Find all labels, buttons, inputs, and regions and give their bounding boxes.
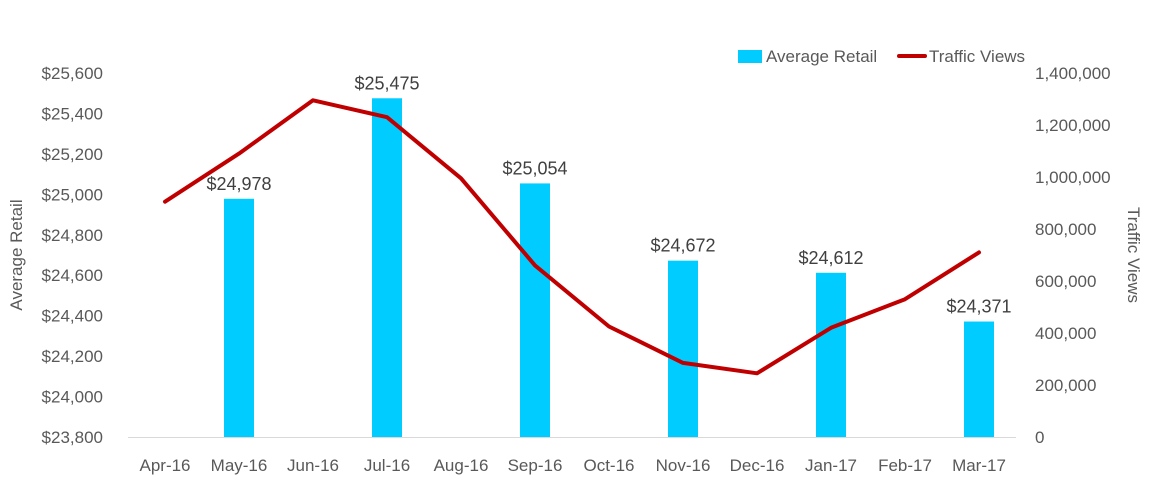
x-tick-label: May-16 <box>211 456 268 475</box>
x-tick-label: Feb-17 <box>878 456 932 475</box>
bar-jan-17 <box>816 272 846 437</box>
x-tick-label: Nov-16 <box>656 456 711 475</box>
y-tick-label: $25,000 <box>42 185 103 204</box>
x-tick-label: Sep-16 <box>508 456 563 475</box>
legend: Average Retail Traffic Views <box>738 47 1025 66</box>
y-tick-label: $24,400 <box>42 307 103 326</box>
x-tick-label: Apr-16 <box>139 456 190 475</box>
x-tick-label: Mar-17 <box>952 456 1006 475</box>
y2-tick-label: 200,000 <box>1035 376 1096 395</box>
legend-label-average-retail: Average Retail <box>766 47 877 66</box>
y-tick-label: $24,200 <box>42 347 103 366</box>
traffic-views-line <box>163 98 981 376</box>
bar-nov-16 <box>668 260 698 437</box>
bar-mar-17 <box>964 321 994 437</box>
x-tick-label: Jan-17 <box>805 456 857 475</box>
data-label-nov-16: $24,672 <box>650 236 715 256</box>
y2-tick-label: 0 <box>1035 428 1044 447</box>
y2-tick-label: 800,000 <box>1035 220 1096 239</box>
y-tick-label: $25,600 <box>42 64 103 83</box>
bar-jul-16 <box>372 98 402 438</box>
bar-sep-16 <box>520 183 550 437</box>
x-tick-label: Oct-16 <box>583 456 634 475</box>
y-tick-label: $24,600 <box>42 266 103 285</box>
y2-tick-label: 600,000 <box>1035 272 1096 291</box>
line-group <box>163 98 981 376</box>
y-tick-label: $23,800 <box>42 428 103 447</box>
x-axis-ticks: Apr-16 May-16 Jun-16 Jul-16 Aug-16 Sep-16 Oct-… <box>139 456 1005 475</box>
left-axis-ticks: $23,800 $24,000 $24,200 $24,400 $24,600 $24,8… <box>42 64 103 447</box>
y-tick-label: $25,200 <box>42 145 103 164</box>
data-label-mar-17: $24,371 <box>946 297 1011 317</box>
y-tick-label: $24,800 <box>42 226 103 245</box>
data-label-sep-16: $25,054 <box>502 158 567 178</box>
y-axis-title: Average Retail <box>7 199 26 310</box>
x-tick-label: Dec-16 <box>730 456 785 475</box>
bar-may-16 <box>224 198 254 437</box>
y2-tick-label: 1,200,000 <box>1035 116 1111 135</box>
right-axis-ticks: 0 200,000 400,000 600,000 800,000 1,000,000 1,… <box>1035 64 1111 447</box>
y2-tick-label: 1,400,000 <box>1035 64 1111 83</box>
data-label-jan-17: $24,612 <box>798 248 863 268</box>
x-tick-label: Jun-16 <box>287 456 339 475</box>
y2-axis-title: Traffic Views <box>1124 207 1143 303</box>
x-tick-label: Aug-16 <box>434 456 489 475</box>
legend-label-traffic-views: Traffic Views <box>929 47 1025 66</box>
y-tick-label: $25,400 <box>42 104 103 123</box>
y2-tick-label: 1,000,000 <box>1035 168 1111 187</box>
bars-group <box>224 98 994 438</box>
data-labels-group: $24,978 $25,475 $25,054 $24,672 $24,612 $24,3… <box>206 73 1011 316</box>
data-label-jul-16: $25,475 <box>354 73 419 93</box>
y-tick-label: $24,000 <box>42 388 103 407</box>
y2-tick-label: 400,000 <box>1035 324 1096 343</box>
data-label-may-16: $24,978 <box>206 174 271 194</box>
legend-swatch-average-retail <box>738 50 762 63</box>
x-tick-label: Jul-16 <box>364 456 410 475</box>
